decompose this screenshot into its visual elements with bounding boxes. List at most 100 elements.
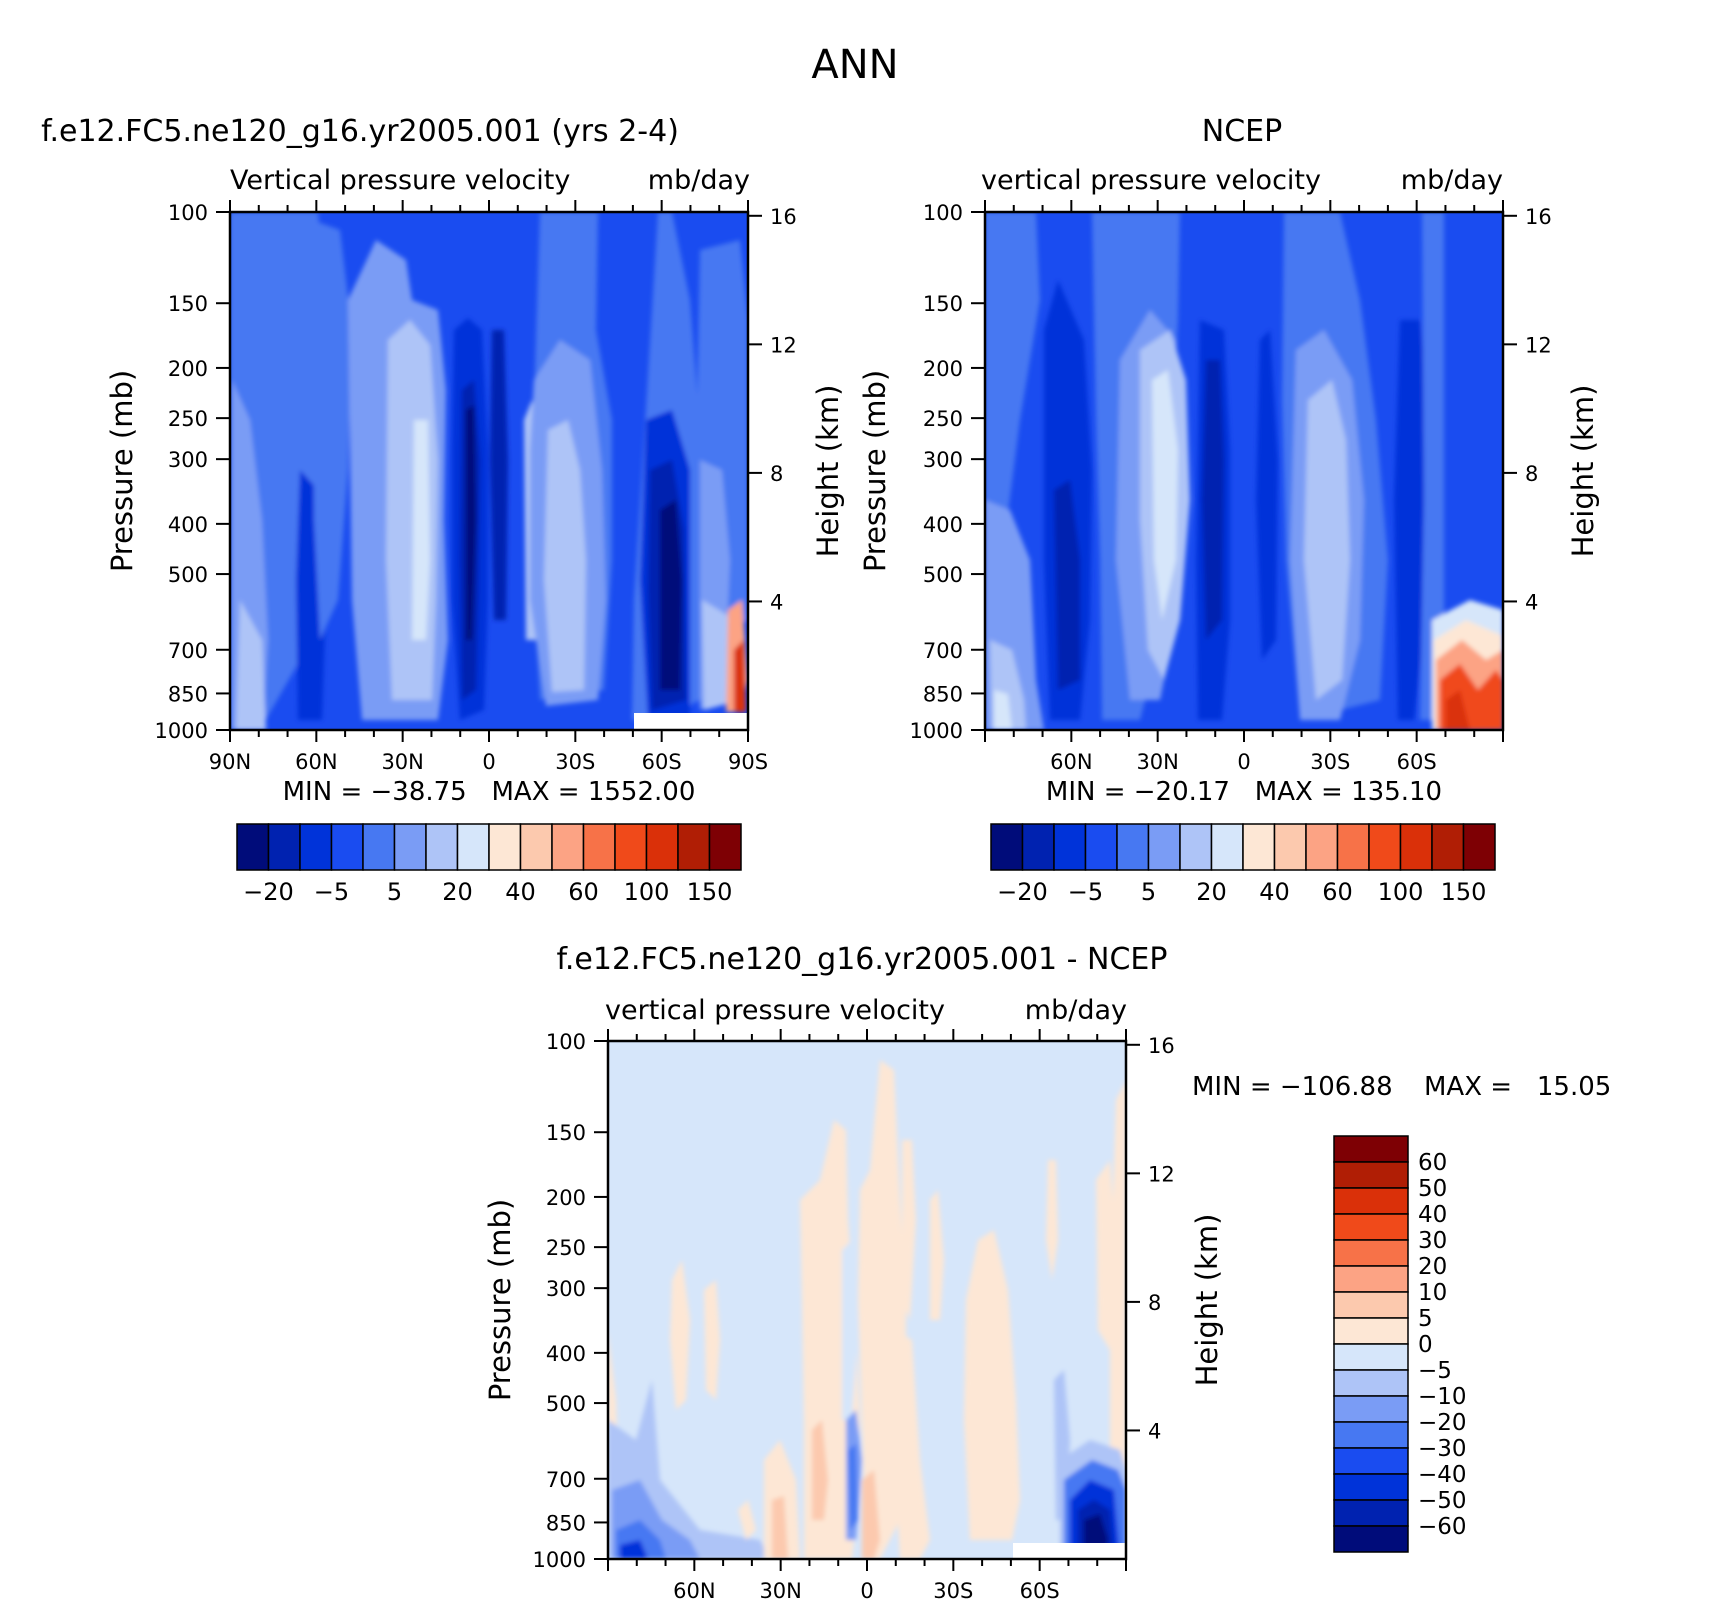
y-axis-label: Pressure (mb) xyxy=(483,1199,517,1401)
subtitle-right: mb/day xyxy=(1401,165,1503,196)
colorbar-label: 100 xyxy=(1378,878,1424,906)
contour-region xyxy=(386,320,438,700)
contour-region xyxy=(738,1500,756,1540)
min-stat: MIN = −106.88 xyxy=(1192,1072,1393,1102)
colorbar-swatch xyxy=(1333,1473,1409,1501)
missing-data-patch xyxy=(1013,1543,1126,1559)
y-tick-label: 400 xyxy=(546,1342,586,1366)
y-tick-label: 1000 xyxy=(910,719,963,743)
y-tick-label: 100 xyxy=(168,201,208,225)
colorbar-swatch xyxy=(1431,823,1465,871)
colorbar-swatch xyxy=(236,823,270,871)
contour-region xyxy=(620,1540,648,1559)
contour-region xyxy=(862,1470,880,1559)
colorbar-label: −20 xyxy=(1418,1410,1467,1436)
contour-region xyxy=(660,500,682,690)
x-tick-label: 30S xyxy=(933,1579,973,1601)
colorbar-label: −5 xyxy=(1418,1358,1452,1384)
x-tick-label: 60N xyxy=(1050,750,1092,774)
colorbar-swatch xyxy=(1305,823,1339,871)
x-tick-label: 90N xyxy=(209,750,251,774)
height-tick-label: 12 xyxy=(770,333,797,357)
y-tick-label: 300 xyxy=(168,448,208,472)
height-tick-label: 4 xyxy=(1525,590,1538,614)
contour-region xyxy=(858,1060,906,1559)
contour-region xyxy=(812,1420,828,1520)
colorbar-swatch xyxy=(393,823,427,871)
y-tick-label: 150 xyxy=(168,292,208,316)
subtitle-right: mb/day xyxy=(648,165,750,196)
height-tick-label: 16 xyxy=(1525,205,1552,229)
contour-region xyxy=(964,1230,1020,1540)
y-tick-label: 200 xyxy=(546,1186,586,1210)
panel-title: NCEP xyxy=(1202,114,1282,149)
contour-region xyxy=(930,1190,944,1320)
colorbar-swatch xyxy=(1333,1265,1409,1293)
y-tick-label: 700 xyxy=(168,639,208,663)
colorbar-swatch xyxy=(645,823,679,871)
colorbar-swatch xyxy=(1242,823,1276,871)
y-tick-label: 200 xyxy=(168,357,208,381)
contour-region xyxy=(1256,330,1278,660)
colorbar-label: 5 xyxy=(1141,878,1156,906)
colorbar-label: −20 xyxy=(997,878,1048,906)
contour-region xyxy=(1054,480,1080,690)
y-tick-label: 200 xyxy=(923,357,963,381)
colorbar-label: 40 xyxy=(1418,1202,1447,1228)
colorbar-label: −5 xyxy=(1068,878,1103,906)
colorbar-label: 5 xyxy=(387,878,402,906)
colorbar-label: 30 xyxy=(1418,1228,1447,1254)
y-tick-label: 850 xyxy=(546,1511,586,1535)
colorbar-swatch xyxy=(1333,1395,1409,1423)
x-tick-label: 90S xyxy=(728,750,768,774)
min-max-stats: MIN = −20.17 MAX = 135.10 xyxy=(1046,777,1442,807)
y-axis-label: Pressure (mb) xyxy=(105,370,139,572)
contour-region xyxy=(236,600,266,730)
y-tick-label: 150 xyxy=(923,292,963,316)
height-tick-label: 16 xyxy=(770,205,797,229)
y-tick-label: 250 xyxy=(546,1236,586,1260)
min-max-stats: MIN = −38.75 MAX = 1552.00 xyxy=(283,777,696,807)
colorbar-swatch xyxy=(551,823,585,871)
colorbar-swatch xyxy=(1368,823,1402,871)
contour-region xyxy=(1394,320,1430,720)
colorbar-swatch xyxy=(1333,1161,1409,1189)
y-tick-label: 1000 xyxy=(155,719,208,743)
colorbar-swatch xyxy=(330,823,364,871)
contour-region xyxy=(412,420,430,640)
colorbar-label: 60 xyxy=(568,878,599,906)
colorbar-swatch xyxy=(1333,1239,1409,1267)
colorbar-label: 50 xyxy=(1418,1176,1447,1202)
contour-region xyxy=(670,1260,690,1410)
colorbar-label: 5 xyxy=(1418,1306,1433,1332)
x-tick-label: 60S xyxy=(1397,750,1437,774)
colorbar-swatch xyxy=(1333,1421,1409,1449)
y-tick-label: 100 xyxy=(923,201,963,225)
y-tick-label: 100 xyxy=(546,1030,586,1054)
y-tick-label: 400 xyxy=(923,513,963,537)
y-axis-label-right: Height (km) xyxy=(1190,1214,1224,1387)
y-tick-label: 850 xyxy=(168,682,208,706)
x-tick-label: 60N xyxy=(673,1579,715,1601)
colorbar-swatch xyxy=(519,823,553,871)
x-tick-label: 60S xyxy=(1020,1579,1060,1601)
colorbar-label: 40 xyxy=(1259,878,1290,906)
y-tick-label: 1000 xyxy=(533,1548,586,1572)
colorbar-swatch xyxy=(582,823,616,871)
height-tick-label: 12 xyxy=(1148,1162,1175,1186)
contour-region xyxy=(490,330,508,620)
x-tick-label: 30N xyxy=(381,750,423,774)
y-tick-label: 850 xyxy=(923,682,963,706)
y-tick-label: 300 xyxy=(546,1277,586,1301)
colorbar-swatch xyxy=(1333,1499,1409,1527)
y-tick-label: 700 xyxy=(923,639,963,663)
colorbar-label: 20 xyxy=(442,878,473,906)
colorbar-swatch xyxy=(1053,823,1087,871)
y-axis-label: Pressure (mb) xyxy=(858,370,892,572)
y-tick-label: 150 xyxy=(546,1121,586,1145)
subtitle-left: vertical pressure velocity xyxy=(605,995,945,1026)
contour-region xyxy=(842,1240,858,1420)
figure-title: ANN xyxy=(811,42,898,88)
colorbar-swatch xyxy=(1179,823,1213,871)
